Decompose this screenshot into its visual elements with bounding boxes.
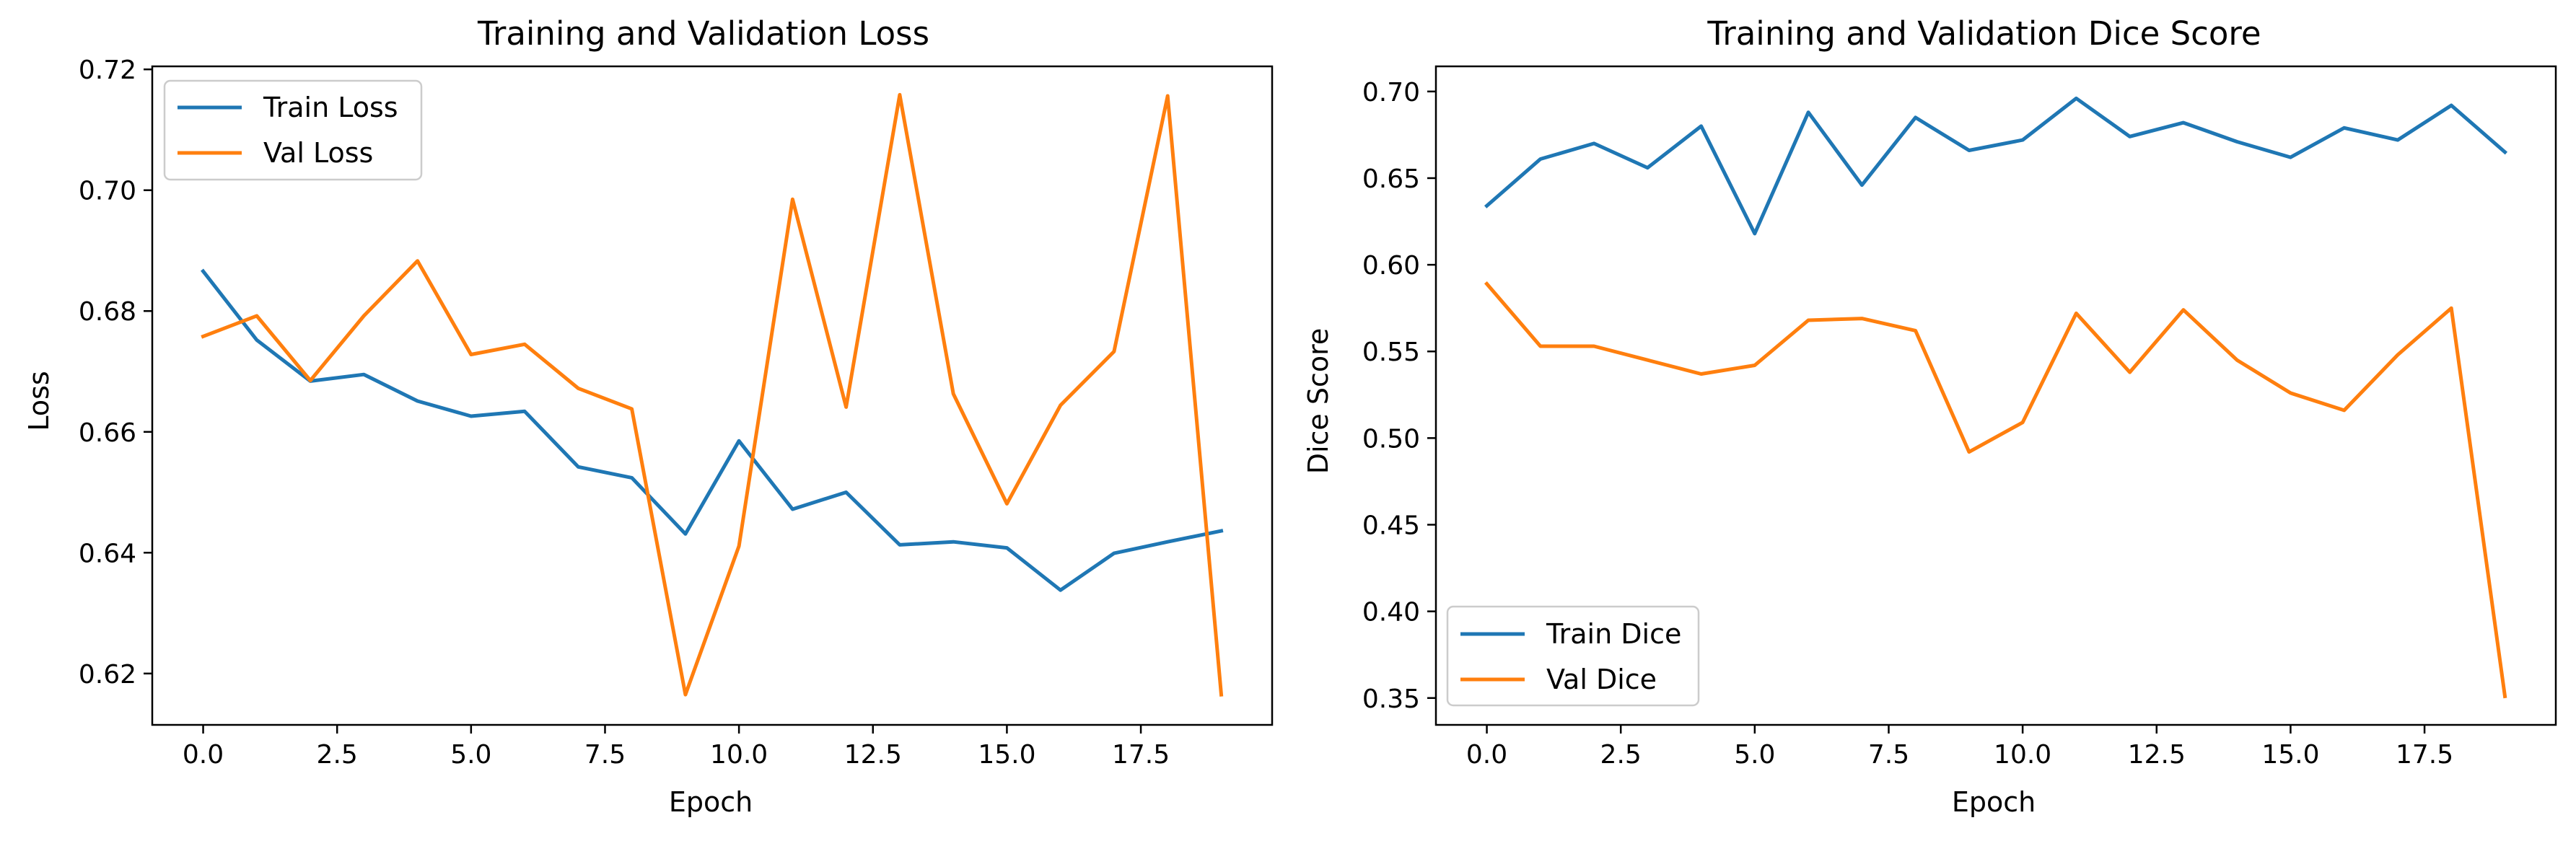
dice-chart-legend-label-train-dice: Train Dice <box>1546 618 1681 650</box>
loss-chart-ytick-label: 0.64 <box>79 539 136 568</box>
dice-chart-xtick-label: 5.0 <box>1734 740 1775 770</box>
dice-chart-xlabel: Epoch <box>1952 786 2036 818</box>
dice-chart: Training and Validation Dice Score Epoch… <box>1302 14 2557 818</box>
loss-chart: Training and Validation Loss Epoch Loss … <box>23 14 1274 818</box>
loss-chart-ytick-label: 0.62 <box>79 660 136 690</box>
loss-chart-xtick-label: 2.5 <box>317 740 358 770</box>
loss-chart-xtick-label: 7.5 <box>584 740 626 770</box>
loss-chart-xtick-label: 12.5 <box>844 740 902 770</box>
dice-chart-plot-frame <box>1434 65 2557 726</box>
dice-chart-ytick-label: 0.45 <box>1362 511 1420 540</box>
dice-chart-ytick-label: 0.65 <box>1362 164 1420 194</box>
loss-chart-axes-layer: 0.0 2.5 5.0 7.5 10.0 12.5 15.0 17.5 0.62 0.64 0.66… <box>79 56 1274 770</box>
dice-chart-legend-label-val-dice: Val Dice <box>1546 664 1657 695</box>
dice-chart-ylabel: Dice Score <box>1302 328 1334 475</box>
dice-chart-title: Training and Validation Dice Score <box>1707 14 2261 53</box>
loss-chart-xtick-label: 15.0 <box>978 740 1035 770</box>
dice-chart-series-train-dice-line <box>1484 96 2508 236</box>
loss-chart-ytick-label: 0.70 <box>79 177 136 206</box>
loss-chart-title: Training and Validation Loss <box>477 14 929 53</box>
dice-chart-xtick-label: 15.0 <box>2261 740 2319 770</box>
loss-chart-legend-frame <box>163 79 423 181</box>
loss-chart-xtick-label: 5.0 <box>450 740 491 770</box>
dice-chart-ytick-label: 0.70 <box>1362 78 1420 107</box>
dice-chart-ytick-label: 0.35 <box>1362 684 1420 714</box>
loss-chart-ylabel: Loss <box>23 371 55 431</box>
loss-chart-series-train-loss-line <box>200 268 1224 592</box>
dice-chart-ytick-label: 0.50 <box>1362 424 1420 454</box>
loss-chart-legend-label-train-loss: Train Loss <box>263 92 398 123</box>
dice-chart-xtick-label: 12.5 <box>2128 740 2186 770</box>
dice-chart-series-val-dice-line <box>1484 281 2507 699</box>
dice-chart-xtick-label: 2.5 <box>1600 740 1642 770</box>
loss-chart-xtick-label: 0.0 <box>183 740 224 770</box>
dice-chart-axes-layer: 0.0 2.5 5.0 7.5 10.0 12.5 15.0 17.5 0.35 0.40 0.45… <box>1362 65 2557 770</box>
dice-chart-xtick-label: 17.5 <box>2396 740 2453 770</box>
loss-chart-xlabel: Epoch <box>669 786 753 818</box>
loss-chart-series-val-loss-line <box>201 92 1224 697</box>
dice-chart-legend: Train Dice Val Dice <box>1446 605 1700 707</box>
loss-chart-xtick-label: 17.5 <box>1112 740 1170 770</box>
loss-chart-ytick-label: 0.72 <box>79 56 136 85</box>
loss-chart-series-layer <box>200 92 1224 697</box>
loss-chart-xtick-label: 10.0 <box>710 740 768 770</box>
loss-chart-legend-label-val-loss: Val Loss <box>263 137 373 169</box>
dice-chart-series-layer <box>1484 96 2508 699</box>
loss-chart-plot-frame <box>151 65 1274 726</box>
dice-chart-ytick-label: 0.60 <box>1362 251 1420 281</box>
dice-chart-ytick-label: 0.55 <box>1362 338 1420 367</box>
dice-chart-xtick-label: 0.0 <box>1466 740 1507 770</box>
dice-chart-xtick-label: 10.0 <box>1994 740 2051 770</box>
loss-chart-ytick-label: 0.66 <box>79 418 136 448</box>
loss-chart-ytick-label: 0.68 <box>79 297 136 327</box>
dice-chart-xtick-label: 7.5 <box>1868 740 1909 770</box>
loss-chart-legend: Train Loss Val Loss <box>163 79 423 181</box>
dice-chart-ytick-label: 0.40 <box>1362 598 1420 628</box>
